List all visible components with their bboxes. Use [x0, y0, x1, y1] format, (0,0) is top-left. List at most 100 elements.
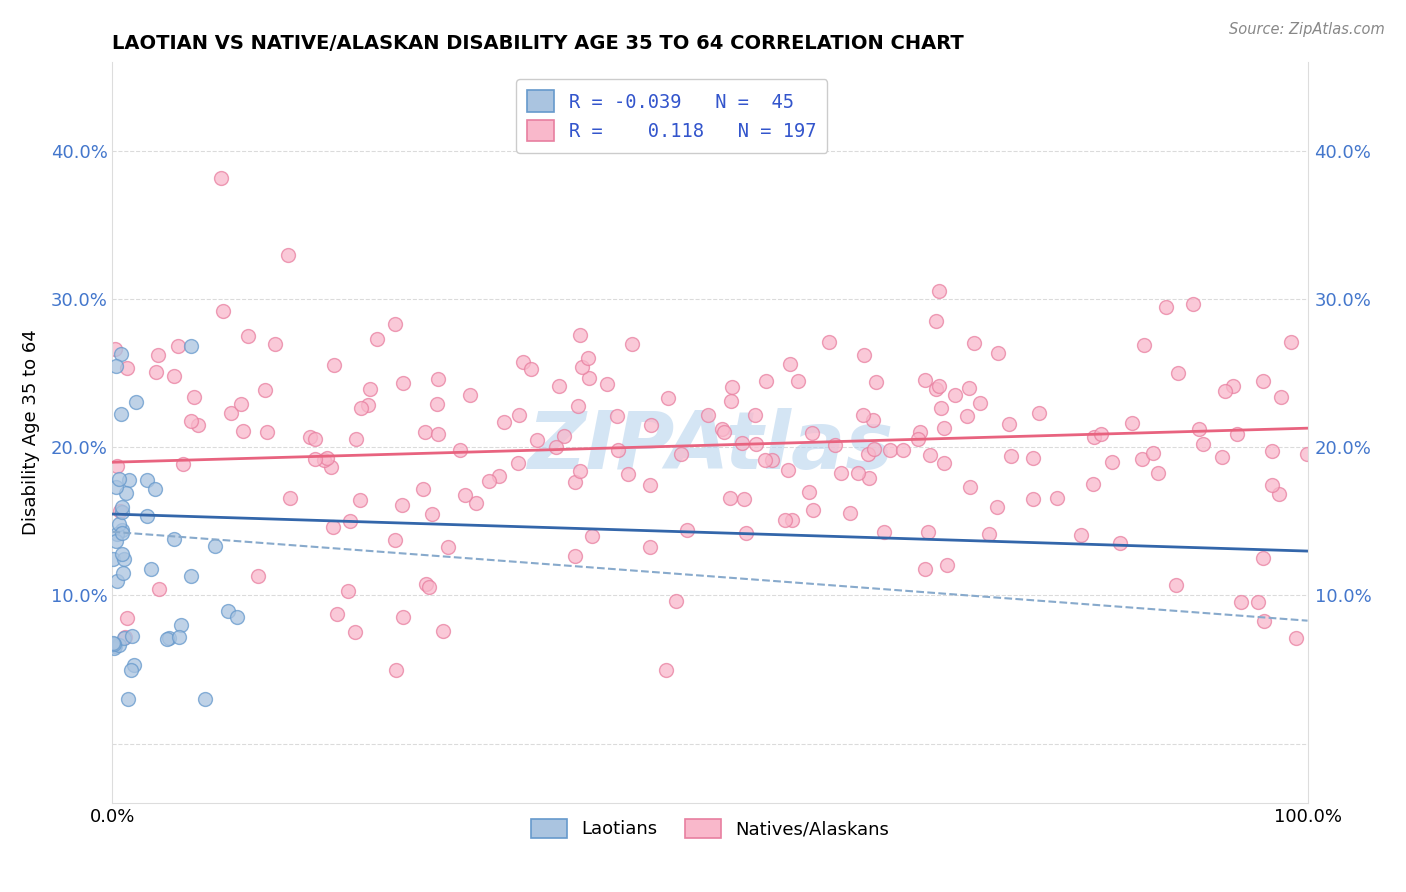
Text: LAOTIAN VS NATIVE/ALASKAN DISABILITY AGE 35 TO 64 CORRELATION CHART: LAOTIAN VS NATIVE/ALASKAN DISABILITY AGE…: [112, 34, 965, 53]
Point: [546, 440, 568, 454]
Point: [415, 577, 437, 591]
Point: [735, 525, 758, 540]
Point: [1028, 406, 1050, 420]
Point: [1156, 300, 1178, 314]
Point: [112, 566, 135, 581]
Point: [204, 539, 226, 553]
Point: [426, 427, 449, 442]
Point: [114, 486, 136, 500]
Point: [105, 480, 128, 494]
Point: [671, 447, 693, 461]
Point: [179, 569, 201, 583]
Point: [838, 507, 860, 521]
Point: [217, 604, 239, 618]
Point: [229, 397, 252, 411]
Point: [1230, 595, 1253, 609]
Point: [172, 457, 194, 471]
Point: [136, 474, 159, 488]
Point: [925, 382, 948, 396]
Point: [956, 409, 979, 423]
Point: [606, 409, 628, 423]
Point: [800, 426, 823, 441]
Point: [893, 443, 915, 458]
Point: [108, 504, 131, 518]
Point: [323, 358, 346, 372]
Point: [508, 408, 530, 422]
Legend: Laotians, Natives/Alaskans: Laotians, Natives/Alaskans: [523, 812, 897, 846]
Point: [350, 401, 373, 415]
Point: [1268, 486, 1291, 500]
Point: [1213, 384, 1236, 398]
Point: [163, 533, 186, 547]
Point: [464, 496, 486, 510]
Point: [987, 346, 1010, 360]
Point: [104, 343, 127, 357]
Point: [103, 639, 125, 653]
Point: [278, 491, 301, 505]
Point: [657, 391, 679, 405]
Point: [111, 505, 134, 519]
Point: [1142, 446, 1164, 460]
Point: [110, 407, 132, 421]
Point: [1261, 478, 1284, 492]
Point: [731, 436, 754, 450]
Point: [343, 624, 366, 639]
Point: [1101, 455, 1123, 469]
Point: [936, 558, 959, 573]
Point: [775, 513, 797, 527]
Point: [986, 500, 1008, 515]
Point: [339, 514, 361, 528]
Point: [111, 523, 134, 537]
Point: [576, 351, 599, 365]
Point: [325, 607, 347, 621]
Point: [830, 466, 852, 480]
Point: [256, 425, 278, 439]
Point: [571, 360, 593, 375]
Point: [564, 549, 586, 564]
Point: [1261, 444, 1284, 458]
Point: [420, 507, 443, 521]
Point: [344, 432, 367, 446]
Point: [108, 638, 131, 652]
Point: [782, 513, 804, 527]
Point: [755, 375, 778, 389]
Point: [1108, 536, 1130, 550]
Point: [110, 547, 132, 561]
Point: [139, 562, 162, 576]
Point: [797, 484, 820, 499]
Point: [385, 663, 408, 677]
Point: [212, 304, 235, 318]
Point: [720, 393, 742, 408]
Point: [1247, 595, 1270, 609]
Text: ZIPAtlas: ZIPAtlas: [527, 409, 893, 486]
Point: [801, 502, 824, 516]
Point: [1130, 452, 1153, 467]
Point: [426, 397, 449, 411]
Point: [107, 458, 129, 473]
Point: [488, 469, 510, 483]
Point: [640, 418, 662, 433]
Point: [761, 453, 783, 467]
Point: [979, 526, 1001, 541]
Point: [225, 610, 247, 624]
Point: [304, 452, 326, 467]
Point: [312, 452, 335, 467]
Point: [1167, 367, 1189, 381]
Point: [104, 359, 127, 374]
Point: [578, 371, 600, 385]
Point: [263, 337, 285, 351]
Point: [744, 409, 766, 423]
Point: [492, 415, 515, 429]
Point: [115, 361, 138, 376]
Point: [108, 517, 131, 532]
Point: [117, 692, 139, 706]
Point: [167, 630, 190, 644]
Point: [366, 332, 388, 346]
Point: [391, 610, 413, 624]
Point: [169, 618, 191, 632]
Point: [865, 376, 887, 390]
Point: [103, 641, 125, 656]
Point: [959, 480, 981, 494]
Point: [1132, 338, 1154, 352]
Point: [526, 434, 548, 448]
